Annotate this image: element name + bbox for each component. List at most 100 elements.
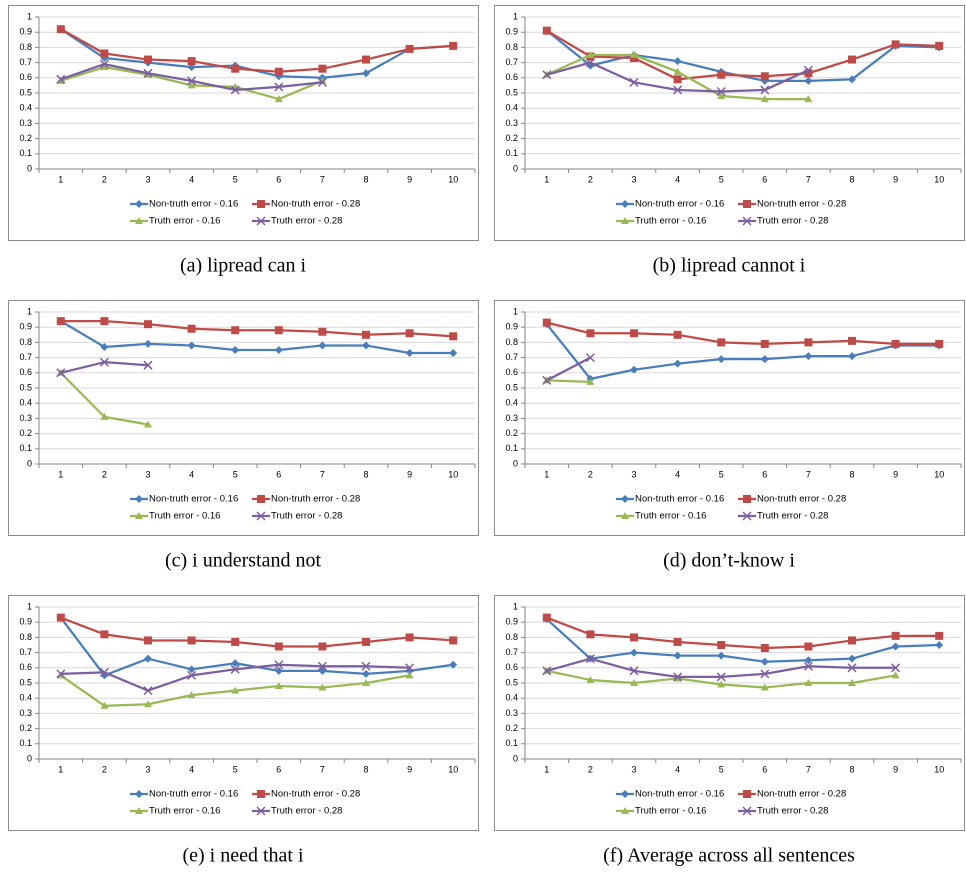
marker [187,341,196,350]
x-tick-label: 6 [276,764,281,774]
y-tick-label: 0.4 [505,693,518,703]
marker [318,327,327,336]
x-tick-label: 3 [145,469,150,479]
marker [187,57,196,66]
marker [760,669,770,679]
x-tick-label: 10 [934,469,944,479]
marker [586,675,595,683]
y-tick-label: 0.3 [505,708,518,718]
x-tick-label: 10 [934,764,944,774]
marker [742,806,752,816]
x-tick-label: 8 [849,174,854,184]
marker [586,329,595,338]
legend-label: Non-truth error - 0.16 [149,789,238,800]
marker [187,691,196,699]
x-tick-label: 9 [407,469,412,479]
x-tick-label: 8 [363,764,368,774]
y-tick-label: 0.4 [505,398,518,408]
y-tick-label: 1 [27,11,32,21]
marker [717,680,726,688]
marker [621,807,629,814]
marker [362,55,370,64]
marker [935,339,944,348]
caption: (a) lipread can i [180,255,306,277]
marker [318,64,327,73]
y-tick-label: 0.1 [19,148,32,158]
marker [56,669,66,679]
x-tick-label: 5 [233,174,238,184]
y-tick-label: 0.3 [19,708,32,718]
x-tick-label: 1 [58,469,63,479]
marker [135,200,143,208]
x-tick-label: 4 [189,764,194,774]
series-line [60,616,454,648]
x-tick-label: 4 [189,174,194,184]
marker [760,657,769,666]
x-tick-label: 6 [276,469,281,479]
marker [847,663,857,673]
marker [100,630,109,639]
marker [274,346,283,354]
marker [760,72,769,81]
marker [99,667,109,677]
x-tick-label: 7 [320,764,325,774]
legend-label: Non-truth error - 0.28 [757,199,846,210]
marker [56,368,66,378]
legend-label: Non-truth error - 0.16 [635,494,724,505]
legend-label: Non-truth error - 0.16 [149,494,238,505]
marker [405,671,414,679]
y-tick-label: 0.1 [19,738,32,748]
y-tick-label: 0.7 [505,57,518,67]
marker [891,631,900,640]
marker [257,495,265,503]
x-tick-label: 10 [448,469,458,479]
marker [760,355,769,364]
y-tick-label: 0.3 [505,118,518,128]
y-tick-label: 0.8 [19,337,32,347]
marker [891,40,900,49]
x-tick-label: 8 [849,469,854,479]
marker [187,63,196,72]
marker [99,357,109,367]
marker [318,683,327,691]
series-line [60,320,454,355]
marker [144,339,152,348]
x-tick-label: 7 [320,174,325,184]
y-tick-label: 0.4 [19,693,32,703]
marker [630,329,638,338]
legend-label: Truth error - 0.28 [271,806,342,817]
marker [630,679,638,686]
marker [804,69,813,78]
marker [717,338,726,347]
caption: (c) i understand not [165,550,322,572]
legend-label: Truth error - 0.16 [149,511,220,522]
marker [760,95,769,103]
marker [405,633,414,642]
x-tick-label: 10 [934,174,944,184]
x-tick-label: 7 [320,469,325,479]
legend-label: Truth error - 0.28 [757,511,828,522]
x-tick-label: 1 [58,174,63,184]
marker [449,349,458,358]
marker [760,85,770,95]
marker [362,679,370,686]
x-tick-label: 2 [588,469,593,479]
marker [274,95,283,103]
marker [891,663,901,673]
y-tick-label: 0.9 [19,322,32,332]
marker [100,49,109,58]
x-tick-label: 7 [806,764,811,774]
x-tick-label: 2 [102,764,107,774]
marker [673,57,682,66]
marker [231,686,240,694]
y-tick-label: 0.1 [19,443,32,453]
y-tick-label: 0.9 [505,27,518,37]
marker [848,75,856,84]
y-tick-label: 0.8 [505,632,518,642]
x-tick-label: 10 [448,764,458,774]
y-tick-label: 0.2 [505,723,518,733]
marker [449,660,458,669]
marker [449,636,458,645]
y-tick-label: 0.2 [505,428,518,438]
y-tick-label: 0.9 [19,27,32,37]
